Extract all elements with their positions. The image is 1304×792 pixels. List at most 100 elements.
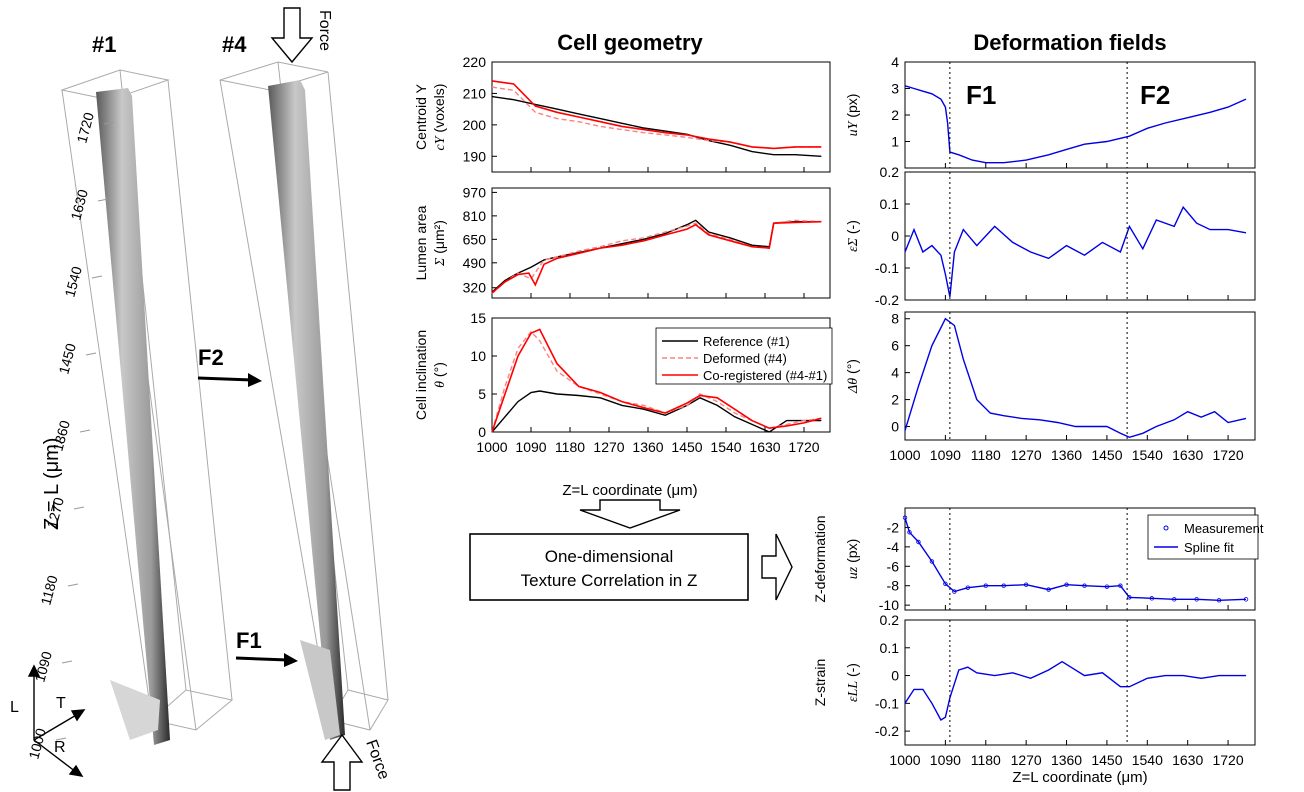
series-line-co-registered-4-1-: [491, 80, 822, 150]
y-tick-label: -0.1: [875, 260, 899, 276]
fields-x-label: Z=L coordinate (μm): [1012, 769, 1147, 786]
triad-r: R: [54, 739, 66, 756]
series-line-co-registered-4-1-: [491, 328, 822, 433]
x-tick-label: 1090: [930, 752, 961, 768]
y-tick-label: 0.1: [880, 196, 900, 212]
series-line-co-registered-4-1-: [491, 220, 822, 294]
y-label-var: θ (°): [431, 362, 448, 388]
specimen-1-tip: [110, 680, 160, 740]
x-tick-label: 1000: [889, 752, 920, 768]
orientation-triad: [27, 664, 86, 777]
y-label-title: Cell inclination: [413, 330, 429, 420]
y-tick-label: 8: [891, 311, 899, 327]
measurement-point: [1104, 584, 1110, 589]
header-deformation-fields: Deformation fields: [973, 30, 1166, 55]
panel-strain: -0.2 -0.1 0 0.1 0.2 1000 1090 1180 1270 1360 1450 1…: [812, 612, 1256, 768]
x-tick-label: 1540: [710, 439, 741, 455]
z-tick-label: 1630: [67, 187, 91, 221]
x-tick-label: 1720: [1212, 447, 1243, 463]
force-label-top: Force: [316, 10, 333, 51]
y-label-var-symbol: uz: [846, 566, 861, 579]
x-tick-label: 1630: [1172, 752, 1203, 768]
series-line--ll: [904, 660, 1246, 721]
specimen-1-stem: [96, 88, 170, 745]
x-tick-label: 1540: [1132, 752, 1163, 768]
plot-frame: [904, 311, 1256, 441]
f1-arrow-head: [284, 653, 298, 667]
measurement-point: [1023, 582, 1029, 587]
zdef-legend: Measurement Spline fit: [1147, 514, 1264, 560]
x-tick-label: 1450: [671, 439, 702, 455]
force-label-bottom: Force: [362, 738, 392, 782]
y-tick-label: -2: [887, 519, 900, 535]
z-tick-mark: [79, 429, 91, 433]
y-label-var: Σ (μm²): [431, 220, 448, 267]
y-tick-label: -0.2: [875, 292, 899, 308]
side-label: Z-deformation: [812, 515, 828, 602]
y-label-var: cY (voxels): [431, 84, 448, 151]
measurement-point: [1001, 583, 1006, 588]
series-line-reference-1-: [491, 219, 822, 293]
z-tick-mark: [61, 660, 73, 664]
series-line-deformed-4-: [491, 219, 822, 295]
legend-box: [1147, 514, 1259, 560]
header-cell-geometry: Cell geometry: [557, 30, 703, 55]
measurement-point: [1172, 597, 1177, 602]
y-tick-label: -0.1: [875, 695, 899, 711]
specimen-panel: #1 #4 Force Force F2 F1 Z = L (μm) 1000 1…: [10, 7, 392, 791]
triad-l: L: [10, 699, 19, 716]
y-tick-label: 190: [463, 148, 487, 164]
measurement-point: [902, 515, 908, 520]
legend-entry: Spline fit: [1184, 540, 1234, 555]
measurement-point: [1118, 583, 1123, 588]
measurement-point: [1046, 587, 1051, 592]
y-label-var-symbol: Δθ: [846, 378, 861, 394]
x-tick-label: 1450: [1091, 752, 1122, 768]
f2-arrow: [197, 376, 253, 382]
y-label-unit: (px): [844, 94, 860, 122]
x-tick-label: 1180: [971, 447, 1001, 463]
z-tick-mark: [73, 506, 85, 510]
y-tick-label: 220: [463, 54, 487, 70]
force-arrow-bottom: [320, 733, 364, 791]
y-tick-label: 0.1: [880, 640, 900, 656]
y-tick-label: 810: [463, 208, 487, 224]
measurement-point: [1216, 598, 1222, 603]
y-tick-label: -8: [887, 578, 900, 594]
y-tick-label: 6: [891, 338, 899, 354]
series-line-reference-1-: [491, 95, 822, 157]
measurement-point: [929, 559, 935, 564]
legend-entry: Co-registered (#4-#1): [703, 368, 827, 383]
z-tick-label: 1540: [61, 264, 85, 298]
x-tick-label: 1180: [971, 752, 1001, 768]
x-tick-label: 1360: [1051, 447, 1082, 463]
legend-entry: Deformed (#4): [703, 351, 787, 366]
x-tick-label: 1630: [1172, 447, 1203, 463]
y-label-var-symbol: εLL: [846, 681, 861, 702]
y-label-var: uY (px): [844, 94, 861, 137]
y-label-unit: (μm²): [431, 220, 447, 258]
y-tick-label: 4: [891, 54, 899, 70]
y-tick-label: 0: [891, 668, 899, 684]
z-tick-mark: [97, 198, 109, 202]
process-box-line1: One-dimensional: [545, 547, 674, 566]
process-box-line2: Texture Correlation in Z: [521, 571, 698, 590]
series-line-spline-fit: [904, 517, 1247, 602]
process-arrow-right: [761, 533, 793, 601]
y-label-var-symbol: θ: [433, 381, 448, 388]
process-box: [469, 533, 749, 601]
legend-entry: Measurement: [1184, 521, 1264, 536]
x-tick-label: 1450: [1091, 447, 1122, 463]
y-tick-label: -6: [887, 558, 900, 574]
measurement-point: [983, 583, 988, 588]
measurement-point: [916, 539, 921, 545]
side-label: Z-strain: [812, 659, 828, 706]
y-tick-label: 1: [891, 134, 899, 150]
legend-entry: Reference (#1): [703, 334, 790, 349]
x-tick-label: 1360: [632, 439, 663, 455]
y-tick-label: -4: [887, 539, 900, 555]
